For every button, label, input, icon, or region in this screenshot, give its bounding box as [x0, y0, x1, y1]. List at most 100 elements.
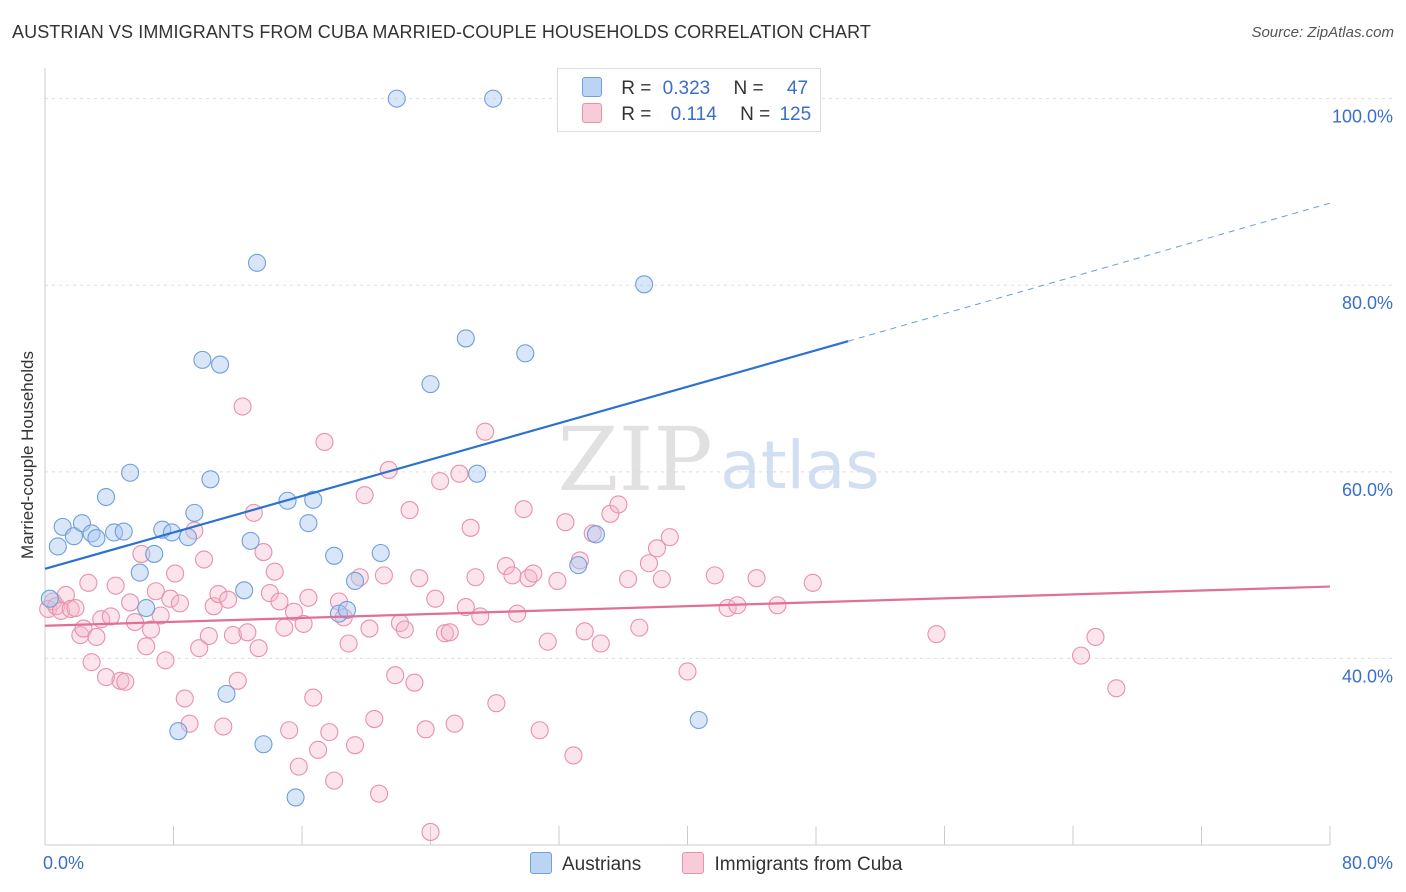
austrians-point: [114, 522, 133, 541]
cuba-point: [652, 570, 671, 589]
cuba-point: [365, 710, 384, 729]
cuba-point: [471, 607, 490, 626]
austrians-point: [371, 543, 390, 563]
cuba-point: [238, 623, 257, 642]
cuba-swatch: [582, 103, 602, 123]
cuba-point: [294, 614, 313, 633]
austrians-point: [217, 684, 236, 703]
cuba-point: [106, 576, 125, 595]
cuba-point: [284, 602, 304, 621]
austrians-point: [516, 344, 535, 363]
cuba-point: [199, 626, 218, 646]
austrians-point: [421, 375, 440, 394]
legend-n-label: N =: [733, 78, 764, 99]
cuba-point: [803, 573, 822, 592]
austrians-point: [96, 487, 116, 507]
cuba-point: [121, 593, 140, 612]
source-label: Source: ZipAtlas.com: [1251, 24, 1394, 41]
tick-labels: 40.0% 60.0% 80.0% 100.0% 0.0% 80.0%: [43, 107, 1393, 873]
cuba-point: [524, 564, 543, 583]
austrians-point: [130, 563, 149, 582]
austrians-point: [387, 89, 406, 108]
legend-r-value: 0.323: [662, 78, 711, 99]
austrians-point: [145, 544, 164, 563]
austrians-legend-swatch: [530, 852, 552, 874]
cuba-point: [320, 723, 339, 742]
cuba-point: [219, 590, 238, 609]
cuba-point: [1107, 679, 1126, 698]
cuba-point: [214, 717, 233, 736]
cuba-point: [476, 422, 495, 441]
austrians-point: [456, 329, 475, 348]
austrians-point: [87, 529, 106, 548]
austrians-swatch: [582, 77, 602, 97]
cuba-point: [395, 620, 414, 639]
cuba-point: [556, 513, 575, 532]
cuba-point: [82, 653, 101, 672]
cuba-point: [386, 666, 405, 685]
austrians-point: [178, 528, 198, 547]
legend-r-value: 0.114: [670, 104, 717, 125]
watermark-atlas: atlas: [720, 427, 880, 504]
cuba-point: [132, 544, 151, 563]
austrians-point: [64, 527, 83, 546]
cuba-point: [747, 569, 766, 588]
cuba-point: [647, 539, 667, 558]
cuba-point: [166, 564, 185, 583]
cuba-point: [927, 625, 946, 644]
cuba-point: [410, 569, 429, 588]
legend-item-cuba: Immigrants from Cuba: [682, 852, 902, 876]
austrians-point: [121, 463, 140, 482]
cuba-point: [630, 618, 649, 637]
cuba-point: [426, 589, 445, 608]
cuba-point: [309, 740, 328, 759]
austrians-point: [468, 464, 487, 483]
austrians-point: [299, 514, 318, 533]
austrians-trend-extension: [847, 202, 1331, 342]
cuba-point: [548, 571, 567, 591]
cuba-point: [456, 598, 475, 617]
cuba-point: [496, 557, 516, 576]
cuba-point: [223, 626, 242, 645]
x-tick-label-min: 0.0%: [43, 853, 84, 873]
austrians-point: [185, 503, 204, 522]
cuba-point: [170, 594, 189, 613]
y-tick-label: 60.0%: [1342, 480, 1393, 500]
cuba-point: [705, 566, 724, 585]
cuba-point: [228, 671, 247, 690]
cuba-point: [487, 694, 506, 713]
cuba-point: [538, 632, 557, 651]
cuba-point: [151, 606, 170, 625]
cuba-point: [405, 673, 424, 692]
cuba-point: [304, 688, 323, 707]
series-immigrants-from-cuba: [39, 397, 1126, 841]
legend-row-austrians: R = 0.323 N = 47: [582, 77, 808, 99]
cuba-point: [1086, 627, 1105, 647]
cuba-point: [768, 596, 787, 615]
austrians-point: [325, 546, 344, 565]
cuba-point: [461, 518, 480, 537]
y-tick-label: 40.0%: [1342, 666, 1393, 686]
cuba-point: [161, 589, 180, 608]
cuba-point: [360, 619, 379, 638]
austrians-point: [286, 788, 305, 807]
cuba-point: [116, 672, 135, 691]
y-tick-label: 80.0%: [1342, 293, 1393, 313]
austrians-point: [48, 537, 67, 556]
austrians-point: [247, 253, 267, 272]
cuba-point: [315, 432, 334, 452]
austrians-point: [345, 571, 365, 591]
legend-n-value: 125: [779, 104, 812, 125]
series-legend: Austrians Immigrants from Cuba: [530, 852, 938, 876]
austrians-point: [586, 525, 605, 544]
cuba-point: [156, 651, 175, 670]
cuba-point: [445, 714, 464, 733]
cuba-point: [503, 566, 522, 585]
cuba-point: [289, 757, 308, 776]
cuba-point: [421, 822, 440, 841]
cuba-point: [66, 598, 85, 618]
cuba-point: [137, 637, 156, 656]
cuba-point: [345, 736, 365, 755]
cuba-point: [609, 495, 628, 514]
